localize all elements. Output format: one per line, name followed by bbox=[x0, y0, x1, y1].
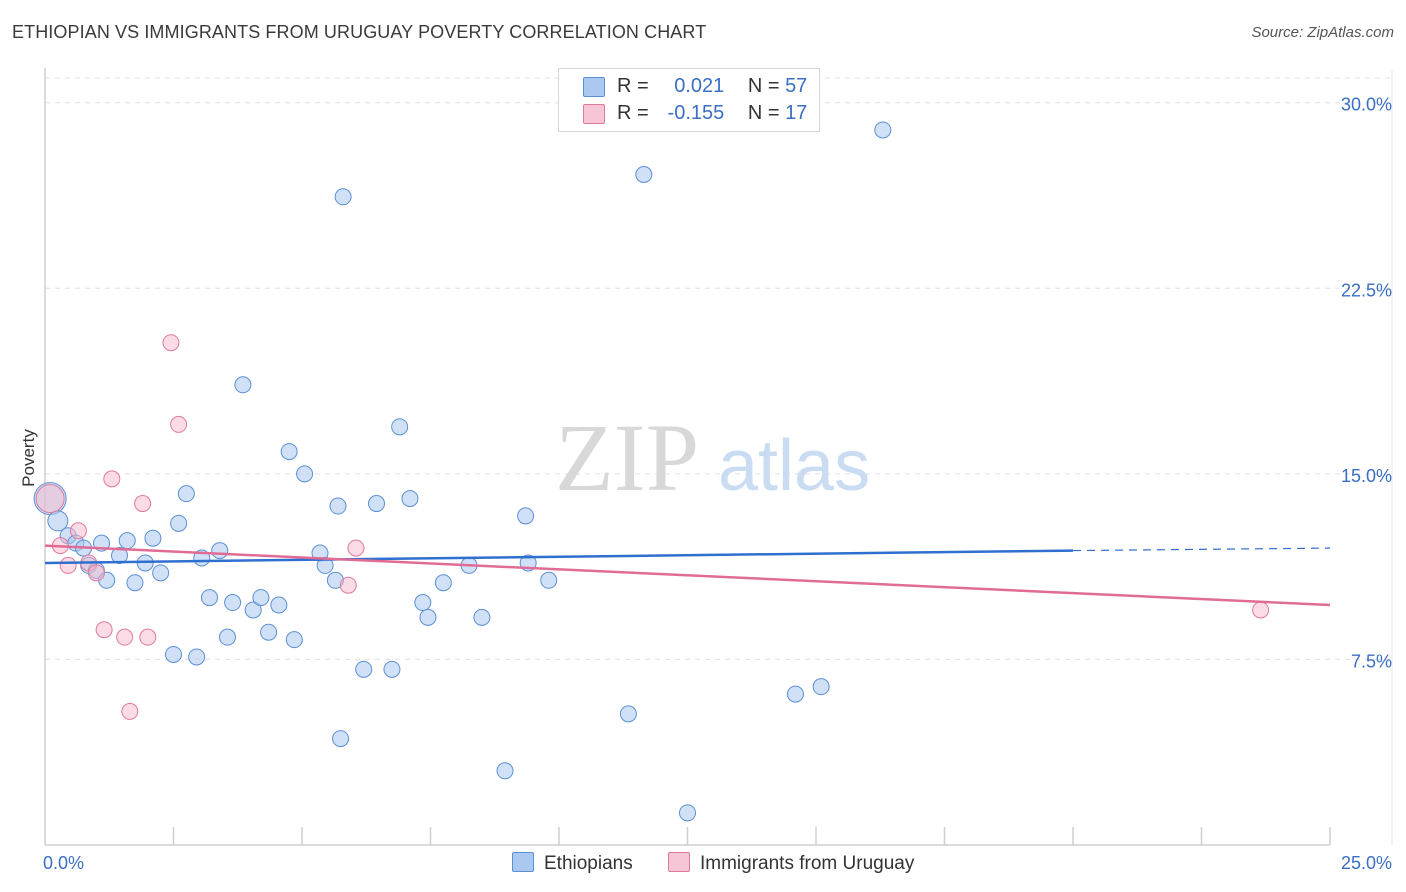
trend-line-ethiopians-extension bbox=[1072, 547, 1331, 552]
data-point-uruguay bbox=[87, 564, 105, 582]
grid-lines bbox=[45, 70, 1393, 845]
correlation-legend: R = 0.021 N = 57 R = -0.155 N = 17 bbox=[558, 68, 820, 132]
legend-item-uruguay: Immigrants from Uruguay bbox=[668, 852, 914, 875]
legend-r-value: -0.155 bbox=[667, 102, 725, 124]
x-tick-label: 25.0% bbox=[1341, 853, 1392, 873]
trend-line-uruguay bbox=[44, 544, 1331, 607]
data-point-ethiopians bbox=[812, 678, 830, 696]
data-point-ethiopians bbox=[355, 660, 373, 678]
data-point-ethiopians bbox=[118, 532, 136, 550]
data-point-uruguay bbox=[170, 415, 188, 433]
y-tick-label: 7.5% bbox=[1351, 651, 1392, 671]
data-point-ethiopians bbox=[200, 589, 218, 607]
data-point-ethiopians bbox=[619, 705, 637, 723]
legend-n-label: N = bbox=[747, 75, 780, 97]
data-point-ethiopians bbox=[218, 628, 236, 646]
legend-r-label: R = bbox=[617, 75, 649, 97]
data-point-uruguay bbox=[121, 702, 139, 720]
data-point-ethiopians bbox=[391, 418, 409, 436]
data-point-uruguay bbox=[1252, 601, 1270, 619]
data-point-uruguay bbox=[35, 484, 65, 514]
legend-swatch-blue bbox=[583, 77, 605, 97]
data-point-ethiopians bbox=[126, 574, 144, 592]
data-point-uruguay bbox=[103, 470, 121, 488]
data-point-ethiopians bbox=[679, 804, 696, 822]
data-point-uruguay bbox=[162, 334, 180, 352]
data-point-ethiopians bbox=[188, 648, 206, 666]
data-point-ethiopians bbox=[786, 685, 804, 703]
y-tick-label: 15.0% bbox=[1341, 466, 1392, 486]
data-point-ethiopians bbox=[285, 631, 303, 649]
y-tick-label: 22.5% bbox=[1341, 280, 1392, 300]
data-point-ethiopians bbox=[473, 608, 491, 626]
trend-line-ethiopians bbox=[44, 549, 1074, 565]
data-point-ethiopians bbox=[260, 623, 278, 641]
data-point-ethiopians bbox=[144, 529, 162, 547]
data-point-uruguay bbox=[139, 628, 157, 646]
data-point-ethiopians bbox=[414, 594, 432, 612]
data-point-uruguay bbox=[95, 621, 113, 639]
legend-swatch-pink bbox=[583, 104, 605, 124]
chart-source: Source: ZipAtlas.com bbox=[1251, 24, 1394, 41]
axes bbox=[44, 68, 1331, 846]
data-point-ethiopians bbox=[329, 497, 347, 515]
legend-item-ethiopians: Ethiopians bbox=[512, 852, 633, 875]
y-axis-label: Poverty bbox=[19, 429, 38, 487]
data-point-ethiopians bbox=[270, 596, 288, 614]
data-point-ethiopians bbox=[234, 376, 252, 394]
data-point-ethiopians bbox=[332, 730, 350, 748]
data-point-ethiopians bbox=[211, 542, 229, 560]
data-point-ethiopians bbox=[280, 443, 298, 461]
data-point-ethiopians bbox=[111, 547, 129, 565]
watermark: ZIP atlas bbox=[555, 404, 870, 511]
legend-n-value: 57 bbox=[785, 75, 808, 97]
data-point-ethiopians bbox=[334, 188, 352, 206]
legend-n-value: 17 bbox=[785, 102, 808, 124]
data-point-ethiopians bbox=[383, 660, 401, 678]
data-point-ethiopians bbox=[177, 485, 195, 503]
data-point-ethiopians bbox=[47, 510, 69, 532]
data-point-ethiopians bbox=[224, 594, 242, 612]
data-point-ethiopians bbox=[244, 601, 262, 619]
legend-label-uruguay: Immigrants from Uruguay bbox=[700, 853, 915, 874]
data-point-ethiopians bbox=[368, 495, 386, 513]
data-point-uruguay bbox=[339, 576, 357, 594]
watermark-atlas: atlas bbox=[718, 426, 870, 506]
data-point-ethiopians bbox=[170, 514, 188, 532]
series-uruguay-points bbox=[35, 334, 1270, 720]
data-point-ethiopians bbox=[540, 571, 558, 589]
data-point-uruguay bbox=[69, 522, 87, 540]
data-point-ethiopians bbox=[496, 762, 514, 780]
data-point-ethiopians bbox=[252, 589, 270, 607]
tick-labels: 7.5% 15.0% 22.5% 30.0% 0.0% 25.0% bbox=[43, 95, 1392, 873]
data-point-ethiopians bbox=[152, 564, 170, 582]
x-tick-label: 0.0% bbox=[43, 853, 84, 873]
legend-label-ethiopians: Ethiopians bbox=[544, 853, 633, 874]
data-point-ethiopians bbox=[165, 645, 182, 663]
data-point-ethiopians bbox=[635, 165, 653, 183]
y-tick-label: 30.0% bbox=[1341, 95, 1392, 115]
data-point-uruguay bbox=[116, 628, 134, 646]
watermark-zip: ZIP bbox=[555, 404, 699, 511]
legend-n-label: N = bbox=[747, 102, 780, 124]
data-point-ethiopians bbox=[517, 507, 535, 525]
legend-swatch-blue bbox=[512, 852, 534, 872]
legend-r-value: 0.021 bbox=[674, 75, 725, 97]
data-point-ethiopians bbox=[434, 574, 452, 592]
data-point-uruguay bbox=[59, 556, 77, 574]
data-point-uruguay bbox=[134, 495, 152, 513]
legend-swatch-pink bbox=[668, 852, 690, 872]
trend-lines bbox=[44, 544, 1331, 607]
data-point-uruguay bbox=[347, 539, 365, 557]
data-point-ethiopians bbox=[874, 121, 892, 139]
legend-r-label: R = bbox=[617, 102, 649, 124]
data-point-ethiopians bbox=[296, 465, 314, 483]
data-point-ethiopians bbox=[419, 608, 437, 626]
data-point-ethiopians bbox=[401, 490, 419, 508]
chart-title: ETHIOPIAN VS IMMIGRANTS FROM URUGUAY POV… bbox=[12, 22, 707, 42]
